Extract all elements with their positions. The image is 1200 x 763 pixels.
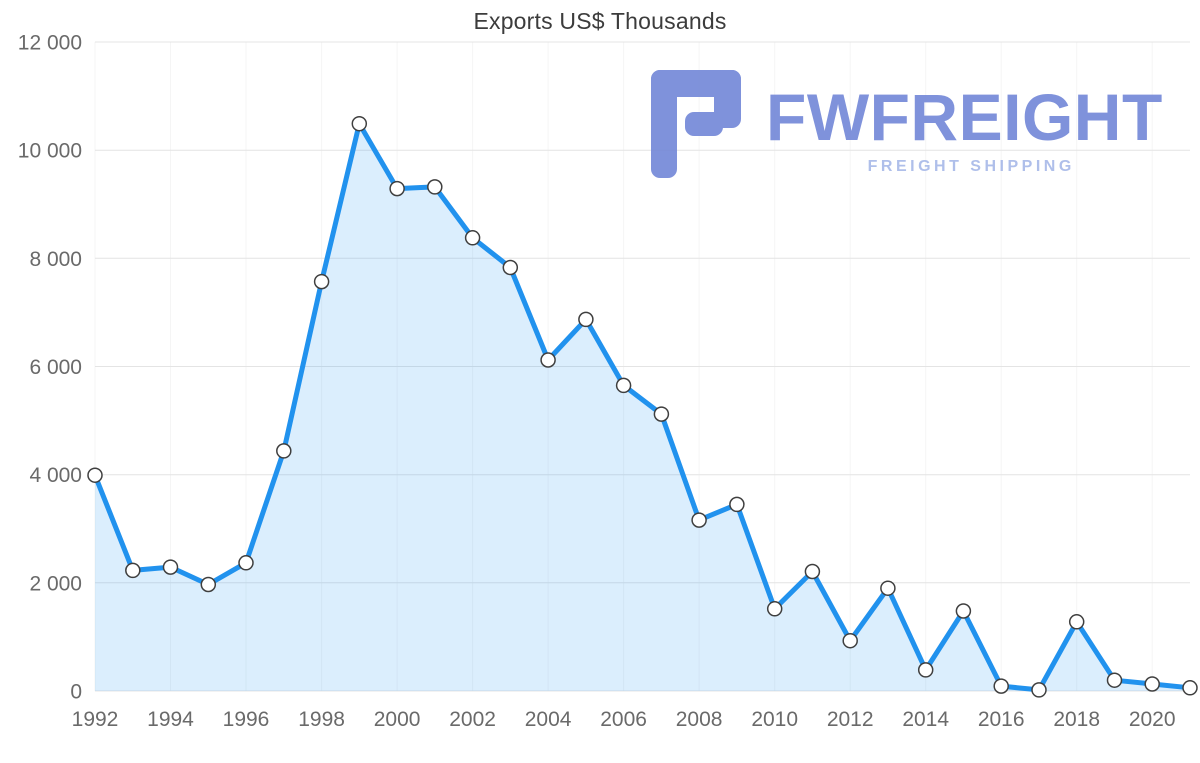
x-tick-label: 1998 (298, 708, 345, 731)
y-tick-label: 8 000 (29, 248, 82, 271)
data-point-2009[interactable] (729, 496, 745, 513)
x-tick-label: 2018 (1053, 708, 1100, 731)
x-tick-label: 2014 (902, 708, 949, 731)
data-point-2014[interactable] (917, 662, 934, 678)
data-point-2013[interactable] (880, 580, 896, 596)
y-tick-label: 12 000 (18, 32, 82, 55)
data-point-1998[interactable] (313, 273, 330, 290)
data-point-1993[interactable] (125, 562, 141, 579)
y-tick-label: 4 000 (29, 464, 82, 487)
data-point-2006[interactable] (615, 377, 632, 394)
x-tick-label: 2020 (1129, 708, 1176, 731)
data-point-1995[interactable] (200, 576, 217, 593)
data-point-2003[interactable] (502, 259, 519, 276)
data-point-1994[interactable] (162, 559, 179, 575)
data-point-2011[interactable] (804, 563, 821, 580)
data-point-1997[interactable] (276, 443, 292, 459)
x-tick-label: 2008 (676, 708, 723, 731)
data-point-2019[interactable] (1106, 672, 1123, 688)
y-tick-label: 0 (70, 681, 82, 704)
x-tick-label: 2004 (525, 708, 572, 731)
y-tick-label: 10 000 (18, 140, 82, 163)
data-point-1999[interactable] (351, 115, 368, 132)
data-point-2007[interactable] (653, 406, 670, 422)
x-tick-label: 1996 (223, 708, 270, 731)
y-tick-label: 6 000 (29, 356, 82, 379)
x-tick-label: 2006 (600, 708, 647, 731)
x-tick-label: 2000 (374, 708, 421, 731)
x-tick-label: 2012 (827, 708, 874, 731)
data-point-2012[interactable] (842, 632, 858, 649)
data-point-2016[interactable] (993, 678, 1009, 694)
area-fill (95, 123, 1190, 691)
data-point-2002[interactable] (464, 230, 481, 246)
data-point-2000[interactable] (389, 180, 405, 197)
chart-title: Exports US$ Thousands (473, 8, 727, 34)
x-tick-label: 1992 (72, 708, 119, 731)
data-point-2020[interactable] (1144, 676, 1160, 692)
data-point-2010[interactable] (766, 601, 783, 617)
data-point-1996[interactable] (238, 555, 254, 571)
data-point-2005[interactable] (578, 311, 594, 328)
data-point-1992[interactable] (87, 467, 103, 483)
data-point-2018[interactable] (1068, 614, 1085, 630)
x-tick-label: 2002 (449, 708, 496, 731)
data-point-2008[interactable] (691, 512, 707, 528)
x-tick-label: 2016 (978, 708, 1025, 731)
data-point-2017[interactable] (1031, 682, 1047, 698)
data-point-2021[interactable] (1182, 680, 1198, 696)
x-tick-label: 2010 (751, 708, 798, 731)
y-tick-label: 2 000 (29, 572, 82, 595)
data-point-2004[interactable] (540, 352, 556, 368)
data-point-2015[interactable] (955, 603, 972, 619)
data-point-2001[interactable] (427, 179, 443, 195)
x-tick-label: 1994 (147, 708, 194, 731)
